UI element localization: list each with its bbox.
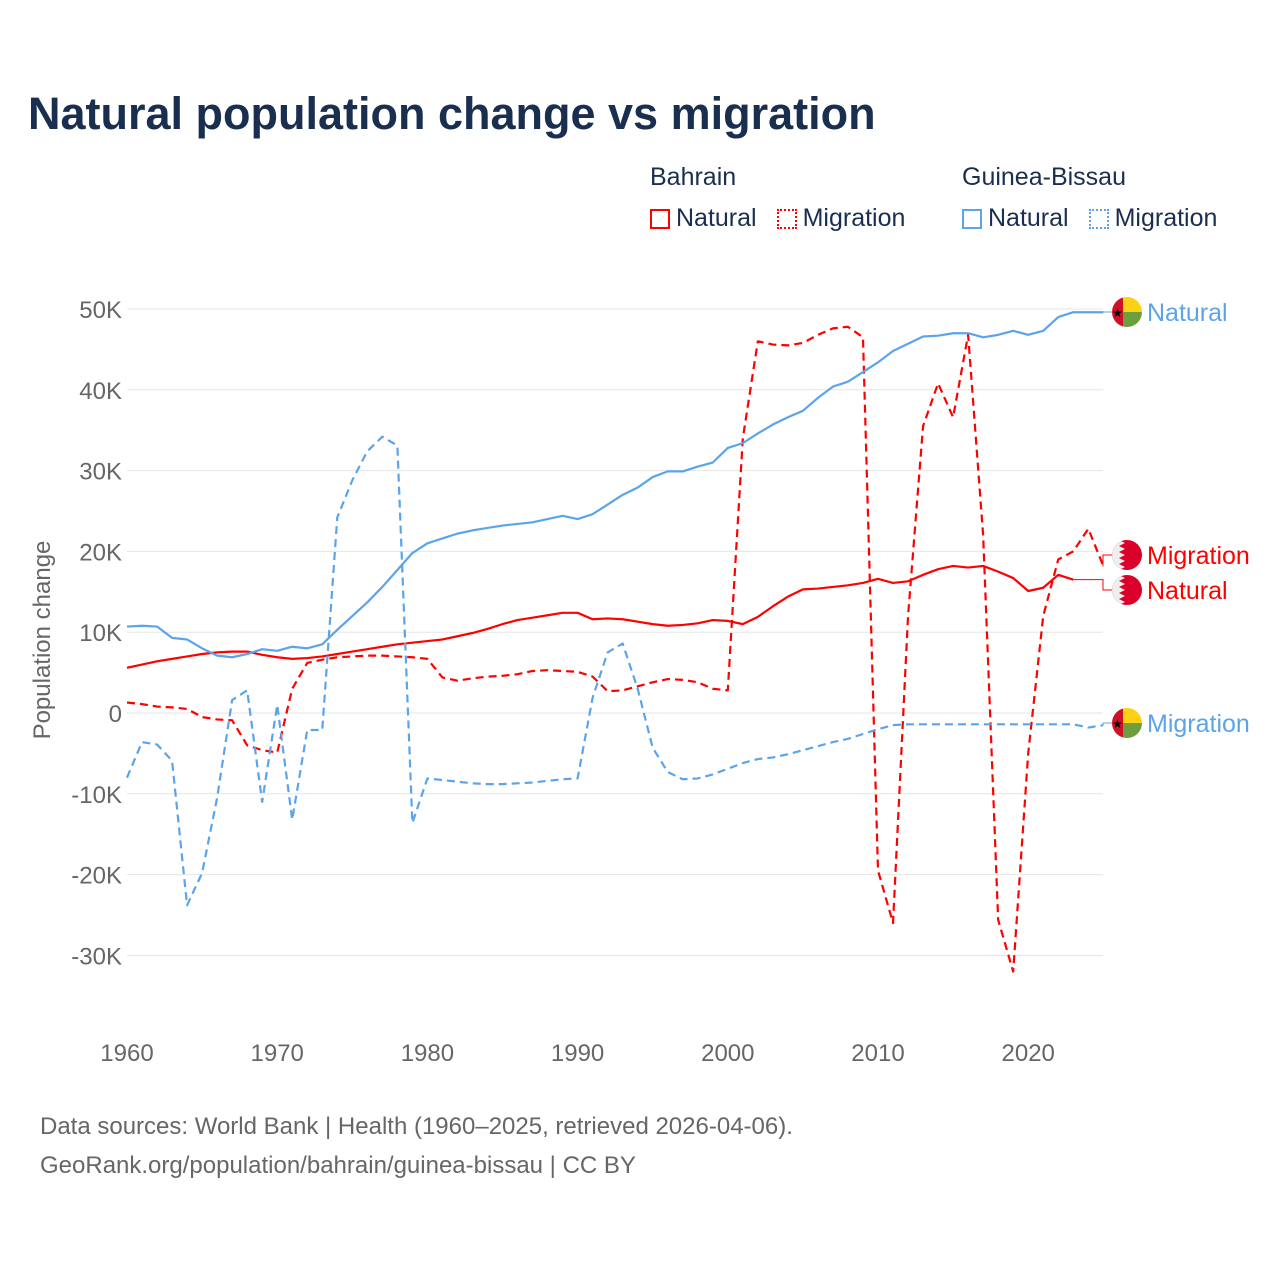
- y-axis-label: Population change: [29, 541, 56, 740]
- star-icon: ★: [1112, 717, 1123, 731]
- flag-green: [1123, 312, 1142, 327]
- legend-label: Natural: [988, 204, 1069, 232]
- y-tick-label: 20K: [79, 539, 122, 566]
- guinea-bissau-flag-icon: ★: [1112, 708, 1142, 738]
- series-line-guinea-bissau-migration: [125, 435, 1104, 907]
- legend-country-label: Bahrain: [650, 163, 737, 191]
- bahrain-flag-icon: [1112, 575, 1142, 605]
- flag-red: [1112, 297, 1123, 327]
- flag-body: ★: [1112, 297, 1142, 327]
- star-icon: ★: [1112, 306, 1123, 320]
- end-label-connector: [1073, 579, 1113, 591]
- x-tick-label: 2000: [701, 1040, 754, 1067]
- legend-swatch: [776, 208, 797, 229]
- legend-group-guinea-bissau: Guinea-Bissau Natural Migration: [962, 163, 1217, 233]
- x-tick-label: 2020: [1002, 1040, 1055, 1067]
- bahrain-flag-icon: [1112, 540, 1142, 570]
- y-tick-label: 50K: [79, 297, 122, 324]
- end-label-connector: [1102, 722, 1113, 726]
- flag-white: [1112, 540, 1125, 570]
- flag-body: [1112, 575, 1142, 605]
- flag-red: [1112, 575, 1142, 605]
- footer-link[interactable]: GeoRank.org/population/bahrain/guinea-bi…: [40, 1152, 636, 1179]
- y-tick-label: 0: [109, 701, 122, 728]
- end-label: Natural: [1147, 577, 1228, 605]
- flag-body: [1112, 540, 1142, 570]
- legend-swatch: [1088, 208, 1109, 229]
- series-line-bahrain-natural: [126, 564, 1074, 669]
- flag-body: ★: [1112, 708, 1142, 738]
- legend-item-guinea-bissau-migration[interactable]: Migration: [1088, 204, 1218, 233]
- legend-country-label: Guinea-Bissau: [962, 163, 1126, 191]
- y-tick-label: -20K: [71, 863, 122, 890]
- end-label: Migration: [1147, 710, 1250, 738]
- x-tick-label: 1970: [251, 1040, 304, 1067]
- legend-label: Natural: [676, 204, 757, 232]
- legend-swatch: [650, 208, 670, 229]
- legend-group-bahrain: Bahrain Natural Migration: [650, 163, 905, 233]
- flag-green: [1123, 723, 1142, 738]
- x-tick-label: 1990: [551, 1040, 604, 1067]
- x-tick-label: 1960: [100, 1040, 153, 1067]
- y-tick-label: 30K: [79, 459, 122, 486]
- y-tick-label: 10K: [79, 620, 122, 647]
- end-label-connector: [1102, 554, 1113, 567]
- legend-label: Migration: [1114, 204, 1218, 232]
- y-tick-label: -30K: [71, 943, 122, 970]
- footer: Data sources: World Bank | Health (1960–…: [40, 1107, 793, 1185]
- flag-yellow: [1123, 297, 1142, 312]
- series-line-bahrain-migration: [126, 325, 1105, 973]
- x-tick-label: 1980: [401, 1040, 454, 1067]
- flag-red: [1112, 708, 1123, 738]
- end-label: Migration: [1147, 542, 1250, 570]
- legend-item-guinea-bissau-natural[interactable]: Natural: [962, 204, 1069, 233]
- flag-white: [1112, 575, 1125, 605]
- end-label: Natural: [1147, 299, 1228, 327]
- flag-yellow: [1123, 708, 1142, 723]
- legend-label: Migration: [802, 204, 906, 232]
- flag-red: [1112, 540, 1142, 570]
- guinea-bissau-flag-icon: ★: [1112, 297, 1142, 327]
- legend-swatch: [962, 208, 982, 229]
- series-line-guinea-bissau-natural: [126, 311, 1104, 659]
- y-tick-label: 40K: [79, 378, 122, 405]
- y-tick-label: -10K: [71, 782, 122, 809]
- legend-item-bahrain-migration[interactable]: Migration: [776, 204, 906, 233]
- footer-sources: Data sources: World Bank | Health (1960–…: [40, 1113, 793, 1140]
- chart-title: Natural population change vs migration: [28, 88, 876, 139]
- x-tick-label: 2010: [851, 1040, 904, 1067]
- legend-item-bahrain-natural[interactable]: Natural: [650, 204, 757, 233]
